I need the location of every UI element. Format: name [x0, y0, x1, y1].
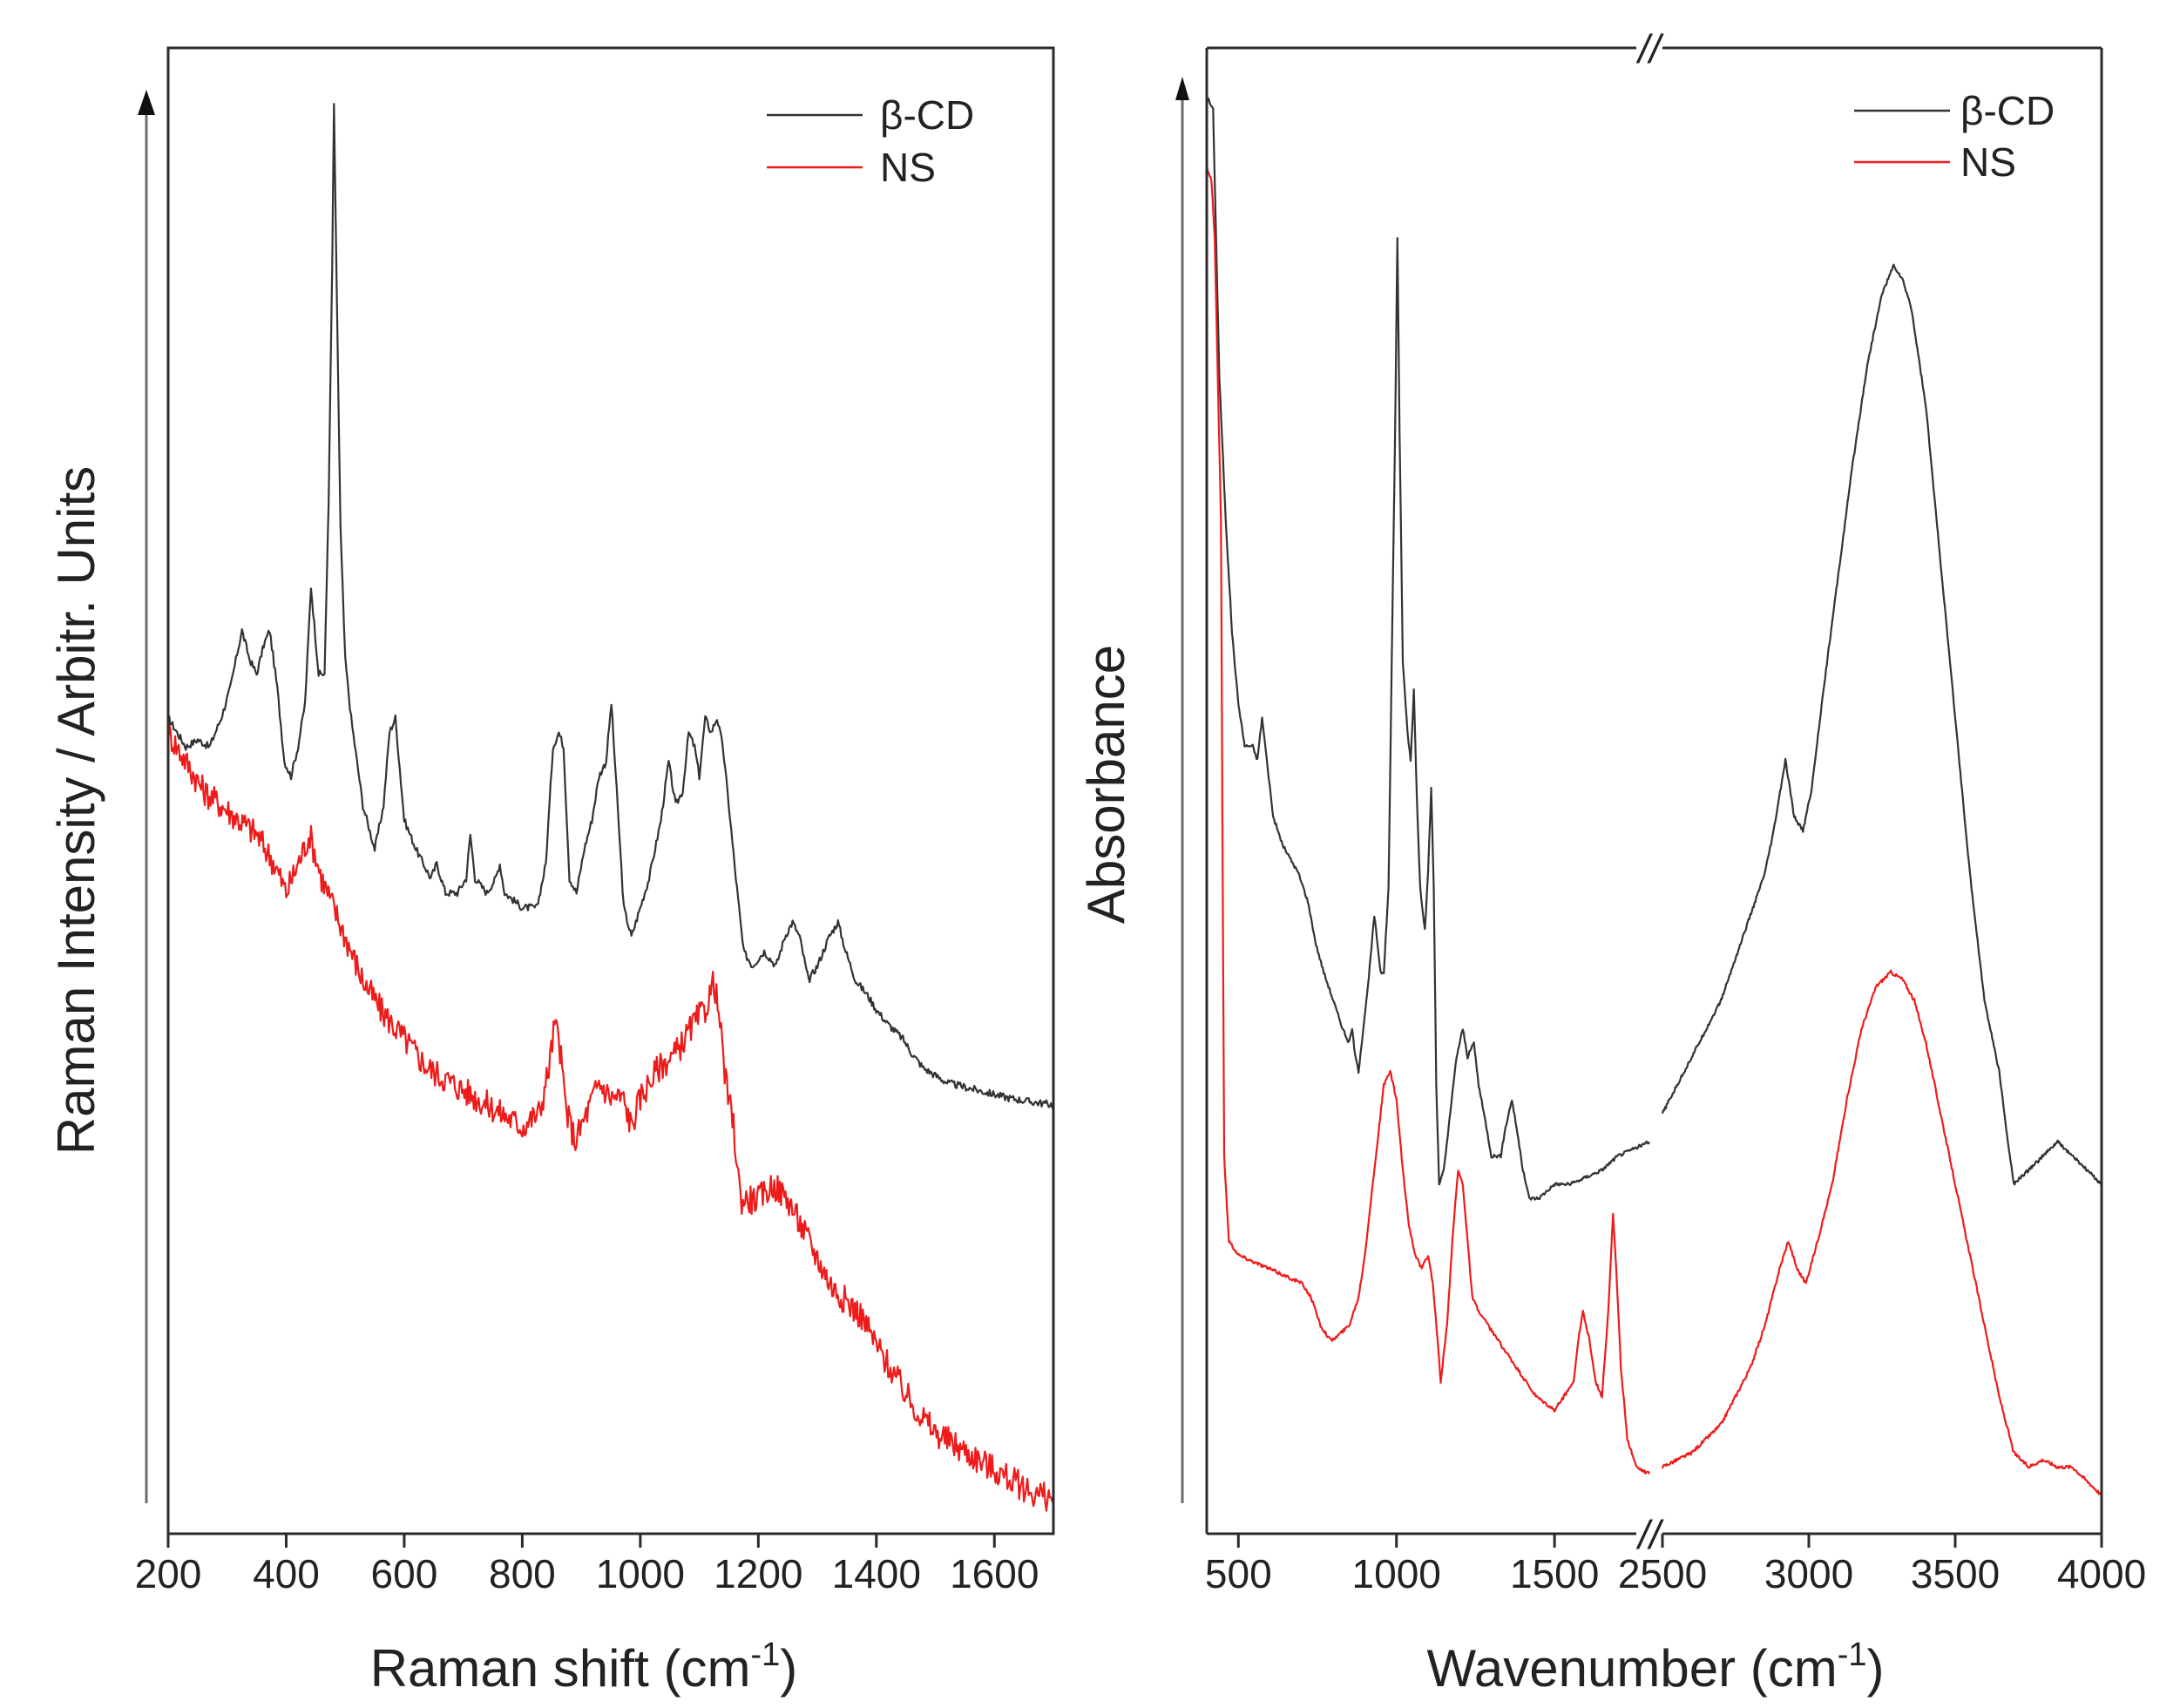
right-x-tick-label: 1500: [1510, 1551, 1599, 1596]
right-legend-label-ns: NS: [1960, 139, 2016, 185]
left-x-tick-labels: 200 400 600 800 1000 1200 1400 1600: [135, 1551, 1039, 1596]
right-x-tick-label: 2500: [1618, 1551, 1707, 1596]
left-x-tick-label: 800: [489, 1551, 556, 1596]
left-x-tick-label: 1400: [832, 1551, 921, 1596]
ftir-series-b-cd-high-range: [1661, 263, 2102, 1186]
right-x-title-main: Wavenumber (cm: [1427, 1639, 1838, 1698]
left-y-axis-title: Raman Intensity / Arbitr. Units: [47, 466, 105, 1155]
raman-chart-panel: 200 400 600 800 1000 1200 1400 1600 β-CD NS Ram…: [47, 46, 1055, 1698]
right-x-tick-labels: 500 1000 1500 2500 3000 3500 4000: [1205, 1551, 2146, 1596]
right-x-tick-label: 500: [1205, 1551, 1272, 1596]
ftir-chart-panel: // // 500 1000 1500 2500 3000 3500 4000 β-CD N…: [1077, 26, 2146, 1698]
right-x-tick-label: 3000: [1764, 1551, 1853, 1596]
left-x-tick-label: 1200: [714, 1551, 802, 1596]
left-x-tick-label: 600: [371, 1551, 438, 1596]
ftir-series-group: [1205, 96, 2103, 1496]
axis-break-marker-bottom: //: [1635, 1512, 1664, 1557]
right-x-tick-label: 4000: [2057, 1551, 2146, 1596]
ftir-series-ns-low-range: [1205, 165, 1651, 1474]
right-plot-frame: [1205, 46, 2103, 1535]
raman-series-b-cd: [167, 103, 1055, 1109]
left-x-tick-label: 1600: [950, 1551, 1039, 1596]
left-legend-label-ns: NS: [880, 145, 936, 190]
left-x-axis-title: Raman shift (cm-1): [370, 1637, 798, 1698]
left-legend-label-b-cd: β-CD: [880, 92, 974, 138]
ftir-series-b-cd-low-range: [1205, 96, 1650, 1201]
right-x-tick-label: 3500: [1911, 1551, 2000, 1596]
left-y-arrow-head: [138, 90, 155, 115]
raman-series-group: [166, 103, 1055, 1512]
left-x-tick-label: 1000: [596, 1551, 685, 1596]
left-x-title-main: Raman shift (cm: [370, 1639, 751, 1698]
ftir-series-ns-high-range: [1661, 969, 2103, 1496]
right-x-axis-title: Wavenumber (cm-1): [1427, 1637, 1885, 1698]
raman-series-ns: [166, 723, 1055, 1512]
right-legend: β-CD NS: [1854, 88, 2055, 185]
right-y-axis-title: Absorbance: [1077, 645, 1135, 924]
right-legend-label-b-cd: β-CD: [1960, 88, 2055, 133]
left-x-tick-label: 200: [135, 1551, 202, 1596]
right-x-title-end: ): [1867, 1639, 1885, 1698]
right-x-ticks: [1236, 1534, 2103, 1548]
left-plot-frame: [166, 46, 1055, 1535]
right-x-tick-label: 1000: [1352, 1551, 1441, 1596]
axis-break-marker-top: //: [1635, 26, 1664, 71]
right-x-title-sup: -1: [1838, 1637, 1867, 1673]
right-y-arrow-head: [1175, 77, 1189, 100]
left-x-tick-label: 400: [253, 1551, 320, 1596]
left-x-title-sup: -1: [750, 1637, 780, 1673]
left-x-ticks: [166, 1534, 996, 1548]
left-legend: β-CD NS: [767, 92, 974, 190]
left-x-title-end: ): [780, 1639, 797, 1698]
